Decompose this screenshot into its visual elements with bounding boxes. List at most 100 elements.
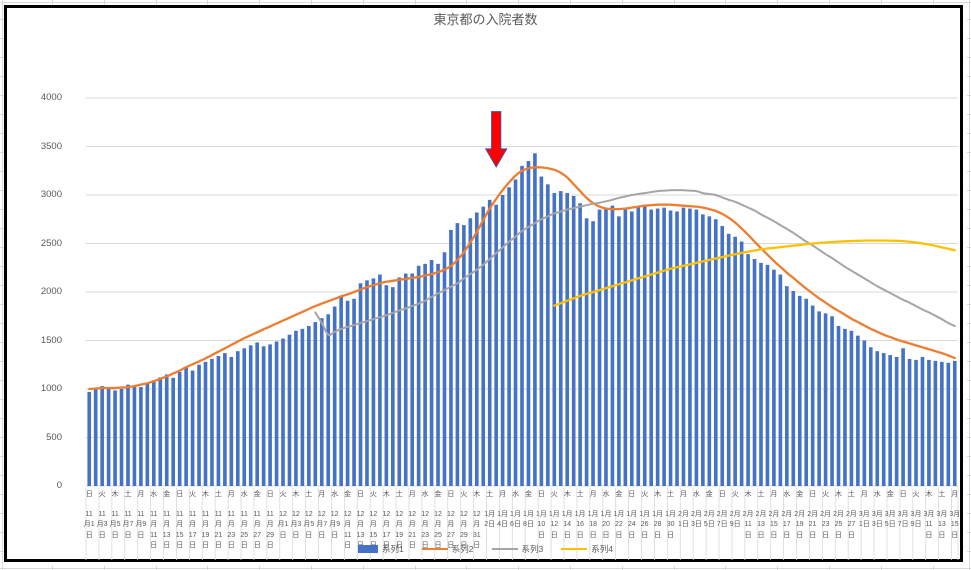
- bar: [881, 353, 886, 486]
- bar: [546, 184, 550, 486]
- bar: [843, 328, 847, 486]
- x-axis-label: 金 12 月 11 日: [343, 491, 352, 549]
- sheet-gridline: [967, 475, 971, 476]
- sheet-gridline: [52, 566, 53, 570]
- sheet-gridline: [363, 566, 364, 570]
- bar: [752, 259, 757, 486]
- bar: [474, 212, 479, 486]
- bar: [746, 254, 750, 486]
- bar: [100, 386, 104, 486]
- sheet-gridline: [52, 0, 53, 5]
- bar: [468, 218, 473, 486]
- x-axis-label: 日 1月 24 日: [626, 491, 638, 539]
- sheet-gridline: [0, 475, 4, 476]
- bar: [901, 348, 905, 486]
- bar: [449, 229, 453, 487]
- sheet-gridline: [967, 532, 971, 533]
- legend-label: 系列3: [521, 544, 544, 554]
- legend-item-series2[interactable]: 系列2: [421, 543, 474, 555]
- sheet-gridline: [967, 209, 971, 210]
- bar: [662, 207, 666, 487]
- x-axis-label: 月 12 月7 日: [316, 491, 328, 539]
- x-axis-label: 火 2月 23 日: [820, 491, 832, 539]
- sheet-gridline: [0, 418, 4, 419]
- bar: [326, 314, 331, 486]
- bar: [403, 273, 408, 486]
- sheet-gridline: [829, 0, 830, 5]
- sheet-gridline: [967, 399, 971, 400]
- bar: [804, 298, 809, 486]
- sheet-gridline: [967, 323, 971, 324]
- sheet-gridline: [967, 95, 971, 96]
- bar: [416, 265, 421, 486]
- x-axis-label: 火 11 月3 日: [96, 491, 108, 539]
- y-axis-tick-label: 1000: [40, 383, 62, 394]
- bar: [649, 209, 653, 487]
- bar: [345, 300, 350, 486]
- bar: [940, 361, 944, 486]
- bar: [281, 338, 285, 486]
- bar: [571, 195, 576, 486]
- legend-item-series4[interactable]: 系列4: [561, 543, 613, 555]
- x-axis-label: 火 12 月 29 日: [459, 491, 468, 549]
- sheet-gridline: [674, 566, 675, 570]
- sheet-gridline: [622, 566, 623, 570]
- x-axis-label: 土 2月 27 日: [845, 491, 857, 539]
- series4-line: [553, 239, 956, 307]
- bar: [584, 218, 589, 486]
- bar: [171, 377, 176, 486]
- sheet-gridline: [0, 19, 4, 20]
- bar: [933, 360, 938, 486]
- bar: [177, 372, 182, 486]
- sheet-gridline: [622, 0, 623, 5]
- bar: [339, 296, 343, 486]
- legend-item-series3[interactable]: 系列3: [491, 543, 544, 555]
- x-axis-label: 金 2月 5日: [703, 491, 715, 528]
- bar: [365, 280, 369, 486]
- bar: [778, 274, 783, 486]
- bar: [429, 259, 434, 486]
- sheet-gridline: [0, 456, 4, 457]
- x-axis-label: 水 12 月 23 日: [421, 491, 429, 549]
- sheet-gridline: [674, 0, 675, 5]
- sheet-gridline: [207, 566, 208, 570]
- bar: [87, 391, 92, 486]
- sheet-gridline: [104, 566, 105, 570]
- x-axis-label: 水 2月 3日: [690, 491, 702, 528]
- legend-item-series1[interactable]: 系列1: [358, 543, 404, 555]
- x-axis-label: 日 11 月 29 日: [266, 491, 274, 549]
- bar: [694, 209, 699, 487]
- sheet-gridline: [0, 361, 4, 362]
- x-axis-label: 金 11 月 27 日: [253, 491, 262, 549]
- x-axis-label: 水 12 月9 日: [329, 491, 341, 539]
- x-axis-label: 火 11 月 17 日: [188, 491, 197, 549]
- sheet-gridline: [0, 190, 4, 191]
- x-axis-label: 土 12 月5 日: [303, 491, 315, 539]
- x-axis-label: 日 2月 7日: [716, 491, 728, 528]
- bar: [93, 388, 98, 486]
- bar: [765, 264, 770, 486]
- bar: [785, 286, 789, 486]
- bar: [578, 203, 582, 486]
- bar: [526, 161, 531, 487]
- x-axis-label: 火 3月 9日: [910, 491, 922, 528]
- bar: [384, 285, 389, 486]
- x-axis-label: 日 12 月 27 日: [446, 491, 455, 549]
- x-axis-label: 木 11 月 19 日: [201, 491, 210, 549]
- x-axis-label: 日 2月 21 日: [807, 491, 819, 539]
- sheet-gridline: [967, 19, 971, 20]
- x-axis-label: 金 1月 22 日: [613, 491, 625, 539]
- x-axis-label: 木 2月 11 日: [742, 491, 754, 539]
- y-axis-tick-label: 1500: [40, 334, 62, 346]
- bar: [868, 347, 873, 486]
- x-axis-label: 月 11 月 23 日: [227, 491, 236, 549]
- red-arrow-annotation[interactable]: [484, 111, 508, 168]
- sheet-gridline: [725, 0, 726, 5]
- sheet-gridline: [259, 566, 260, 570]
- sheet-gridline: [207, 0, 208, 5]
- bar: [145, 383, 150, 486]
- x-axis-label: 火 1月 12 日: [548, 491, 560, 539]
- y-axis-tick-label: 2500: [40, 237, 62, 249]
